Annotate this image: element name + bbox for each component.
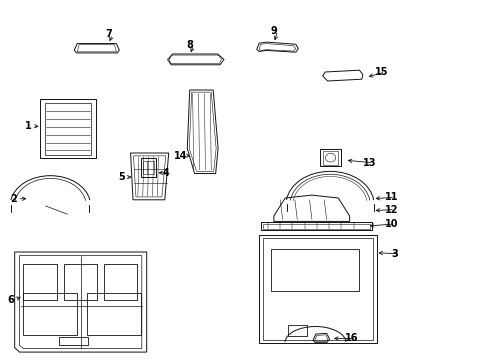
Text: 11: 11 bbox=[384, 192, 397, 202]
Text: 14: 14 bbox=[174, 150, 187, 161]
Text: 6: 6 bbox=[7, 294, 14, 305]
Text: 12: 12 bbox=[384, 204, 397, 215]
Text: 8: 8 bbox=[186, 40, 193, 50]
Text: 7: 7 bbox=[105, 29, 112, 39]
Text: 15: 15 bbox=[374, 67, 387, 77]
Text: 3: 3 bbox=[390, 249, 397, 259]
Text: 1: 1 bbox=[25, 121, 32, 131]
Text: 16: 16 bbox=[345, 333, 358, 343]
Text: 2: 2 bbox=[10, 194, 17, 204]
Text: 4: 4 bbox=[163, 168, 169, 178]
Text: 5: 5 bbox=[118, 172, 124, 182]
Text: 13: 13 bbox=[362, 158, 375, 168]
Text: 10: 10 bbox=[384, 219, 397, 229]
Text: 9: 9 bbox=[270, 26, 277, 36]
